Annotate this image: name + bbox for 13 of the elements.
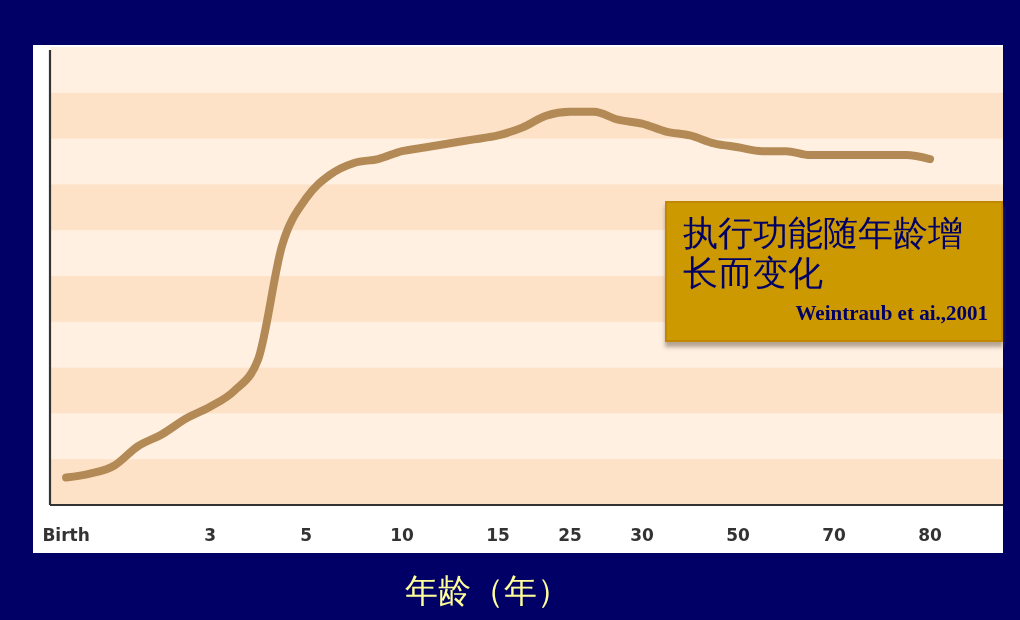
xtick-label: 25: [558, 525, 582, 545]
xtick-label: 70: [822, 525, 846, 545]
title: 执行功能随年龄增长而变化: [683, 213, 964, 293]
xtick-label: 30: [630, 525, 654, 545]
xtick-label: 15: [486, 525, 510, 545]
xlabel: 年龄（年）: [404, 570, 570, 610]
xtick-label: 80: [918, 525, 942, 545]
annotation: Weintraub et ai.,2001: [795, 300, 988, 326]
xtick-label: 50: [726, 525, 750, 545]
xtick-label: 5: [300, 525, 312, 545]
xtick-label: Birth: [42, 525, 90, 545]
xtick-label: 10: [390, 525, 414, 545]
xtick-label: 3: [204, 525, 216, 545]
